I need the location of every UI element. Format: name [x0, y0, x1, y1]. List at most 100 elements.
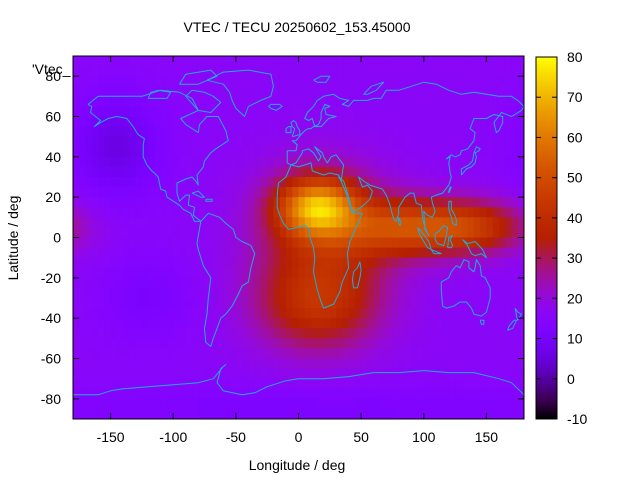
heatmap-cell	[354, 156, 362, 168]
heatmap-cell	[179, 237, 187, 249]
heatmap-cell	[442, 348, 450, 360]
heatmap-cell	[141, 328, 149, 339]
heatmap-cell	[141, 257, 149, 269]
heatmap-cell	[323, 237, 331, 249]
heatmap-cell	[104, 308, 112, 319]
heatmap-cell	[423, 408, 431, 419]
heatmap-cell	[179, 66, 187, 77]
heatmap-cell	[85, 318, 93, 329]
heatmap-cell	[166, 298, 174, 309]
heatmap-cell	[285, 408, 293, 419]
heatmap-cell	[323, 287, 331, 299]
x-tick-label: 150	[475, 429, 499, 445]
heatmap-cell	[217, 328, 224, 339]
heatmap-cell	[242, 318, 249, 329]
heatmap-cell	[192, 56, 199, 67]
heatmap-cell	[248, 408, 256, 419]
heatmap-cell	[436, 398, 444, 410]
heatmap-cell	[436, 408, 444, 419]
heatmap-cell	[285, 106, 293, 118]
heatmap-cell	[260, 247, 268, 259]
heatmap-cell	[185, 187, 193, 198]
heatmap-cell	[361, 338, 368, 350]
heatmap-cell	[473, 227, 481, 239]
heatmap-cell	[411, 66, 419, 77]
heatmap-cell	[198, 197, 206, 208]
heatmap-cell	[110, 277, 118, 289]
heatmap-cell	[148, 56, 156, 67]
heatmap-cell	[386, 338, 394, 350]
heatmap-cell	[154, 166, 162, 178]
heatmap-cell	[116, 328, 124, 339]
heatmap-cell	[448, 106, 456, 118]
heatmap-cell	[473, 56, 481, 67]
heatmap-cell	[367, 146, 375, 158]
heatmap-cell	[79, 287, 87, 299]
heatmap-cell	[267, 378, 275, 390]
heatmap-cell	[473, 408, 481, 419]
heatmap-cell	[411, 56, 419, 67]
heatmap-cell	[204, 328, 212, 339]
heatmap-cell	[229, 136, 237, 148]
heatmap-cell	[417, 217, 425, 229]
heatmap-cell	[379, 298, 387, 309]
heatmap-cell	[154, 96, 162, 108]
heatmap-cell	[298, 76, 306, 87]
heatmap-cell	[417, 398, 425, 410]
heatmap-cell	[367, 368, 375, 380]
heatmap-cell	[85, 408, 93, 419]
heatmap-cell	[292, 227, 300, 239]
heatmap-cell	[179, 308, 187, 319]
heatmap-cell	[260, 358, 268, 370]
heatmap-cell	[198, 368, 206, 380]
heatmap-cell	[123, 398, 130, 410]
heatmap-cell	[448, 66, 456, 77]
heatmap-cell	[480, 207, 488, 218]
heatmap-cell	[348, 388, 356, 400]
heatmap-cell	[217, 287, 224, 299]
heatmap-cell	[379, 287, 387, 299]
heatmap-cell	[467, 126, 475, 138]
heatmap-cell	[373, 56, 381, 67]
heatmap-cell	[229, 237, 237, 249]
heatmap-cell	[279, 106, 287, 118]
heatmap-cell	[260, 378, 268, 390]
heatmap-cell	[223, 76, 231, 87]
heatmap-cell	[192, 378, 199, 390]
heatmap-cell	[248, 96, 256, 108]
heatmap-cell	[198, 106, 206, 118]
heatmap-cell	[398, 177, 406, 188]
heatmap-cell	[348, 398, 356, 410]
heatmap-cell	[373, 156, 381, 168]
heatmap-cell	[480, 116, 488, 128]
heatmap-cell	[304, 408, 312, 419]
heatmap-cell	[198, 217, 206, 229]
heatmap-cell	[480, 126, 488, 138]
heatmap-cell	[235, 207, 243, 218]
heatmap-cell	[135, 298, 143, 309]
heatmap-cell	[217, 217, 224, 229]
heatmap-cell	[79, 398, 87, 410]
heatmap-cell	[116, 177, 124, 188]
heatmap-cell	[210, 187, 218, 198]
heatmap-cell	[436, 257, 444, 269]
heatmap-cell	[354, 398, 362, 410]
heatmap-cell	[129, 388, 137, 400]
heatmap-cell	[179, 106, 187, 118]
heatmap-cell	[317, 338, 325, 350]
heatmap-cell	[285, 388, 293, 400]
heatmap-cell	[455, 217, 462, 229]
heatmap-cell	[498, 207, 506, 218]
heatmap-cell	[279, 86, 287, 97]
heatmap-cell	[367, 96, 375, 108]
heatmap-cell	[154, 287, 162, 299]
coastline-java	[430, 249, 442, 255]
heatmap-cell	[285, 166, 293, 178]
heatmap-cell	[160, 66, 168, 77]
heatmap-cell	[235, 378, 243, 390]
heatmap-cell	[298, 106, 306, 118]
heatmap-cell	[505, 106, 513, 118]
heatmap-cell	[285, 257, 293, 269]
heatmap-cell	[204, 116, 212, 128]
heatmap-cell	[411, 177, 419, 188]
